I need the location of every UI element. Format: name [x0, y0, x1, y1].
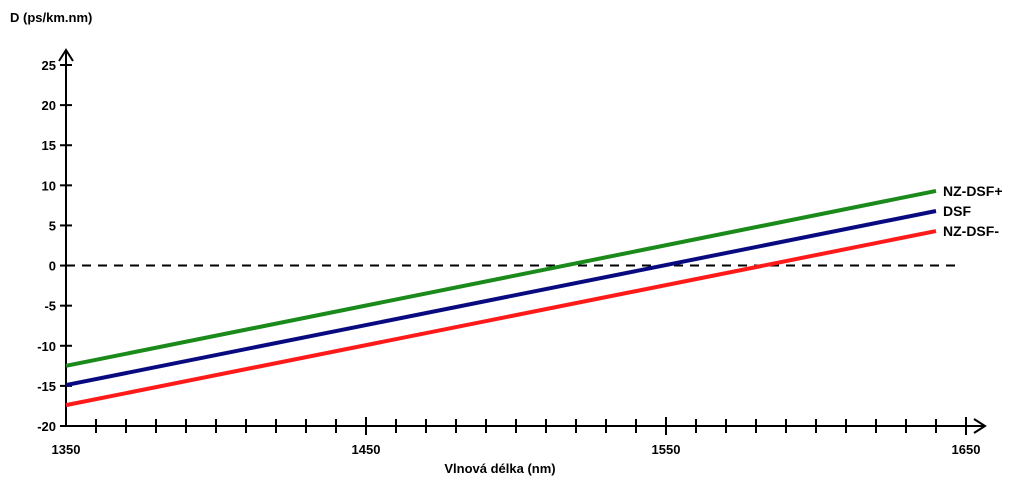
x-axis-title: Vlnová délka (nm) [444, 461, 555, 476]
y-tick-label: 15 [42, 138, 56, 153]
y-tick-label: 25 [42, 58, 56, 73]
axes [58, 48, 987, 435]
series-label-nz-dsf-: NZ-DSF- [943, 223, 999, 239]
series-line-nz-dsf+ [65, 188, 937, 368]
labels-group: 25 20 15 10 5 0 -5 -10 -15 -20 1350 1450 1550 1650 D (… [10, 10, 1003, 476]
y-tick-label: 0 [49, 259, 56, 274]
x-tick-label: 1650 [952, 442, 981, 457]
series-label-nz-dsf+: NZ-DSF+ [943, 183, 1003, 199]
y-tick-label: -20 [37, 419, 56, 434]
y-tick-label: 10 [42, 178, 56, 193]
x-tick-label: 1550 [652, 442, 681, 457]
y-tick-label: 20 [42, 98, 56, 113]
series-line-dsf [65, 209, 937, 388]
x-axis-arrow [973, 418, 987, 434]
y-tick-label: 5 [49, 218, 56, 233]
series-line-nz-dsf- [65, 229, 937, 408]
series-label-dsf: DSF [943, 203, 971, 219]
y-axis-title: D (ps/km.nm) [10, 10, 92, 25]
y-tick-label: -15 [37, 379, 56, 394]
y-tick-label: -5 [44, 299, 56, 314]
y-tick-label: -10 [37, 339, 56, 354]
series-group [65, 188, 937, 408]
y-axis-arrow [58, 48, 74, 62]
x-tick-label: 1350 [52, 442, 81, 457]
x-tick-label: 1450 [352, 442, 381, 457]
